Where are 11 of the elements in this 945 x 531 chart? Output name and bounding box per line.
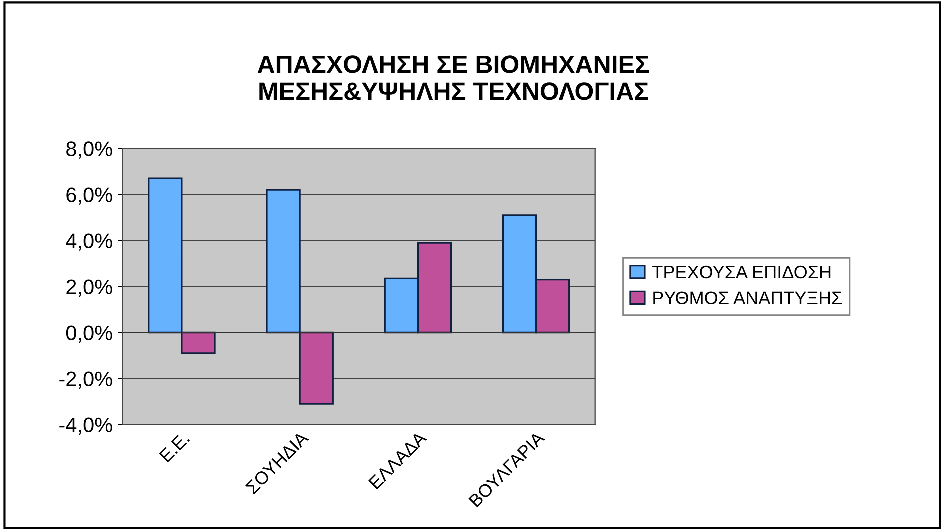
y-tick-label: -2,0% [60,372,112,389]
y-tick-label: 8,0% [66,142,112,159]
legend-label: ΡΥΘΜΟΣ ΑΝΑΠΤΥΞΗΣ [654,292,842,305]
y-tick-label: 6,0% [66,188,112,205]
y-tick-label: 0,0% [66,326,112,343]
y-tick-label: 2,0% [66,280,112,297]
legend-label: ΤΡΕΧΟΥΣΑ ΕΠΙΔΟΣΗ [652,266,831,279]
x-tick-label: Ε.Ε. [159,432,190,463]
y-tick-label: -4,0% [60,418,112,436]
y-tick-label: 4,0% [66,234,112,251]
chart-title: ΑΠΑΣΧΟΛΗΣΗ ΣΕ ΒΙΟΜΗΧΑΝΙΕΣ ΜΕΣΗΣ&ΥΨΗΛΗΣ ΤΕΧΝΟΛΟΓΙΑΣ [258,56,650,100]
